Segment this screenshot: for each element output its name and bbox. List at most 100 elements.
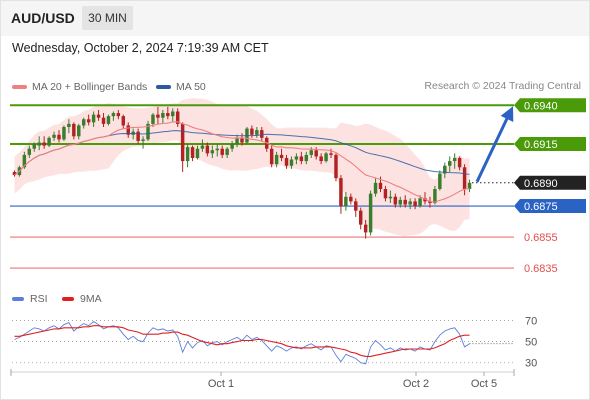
- candle: [433, 185, 437, 205]
- candle: [136, 128, 140, 145]
- candle-body: [368, 193, 373, 233]
- candle: [205, 142, 210, 157]
- candle: [12, 170, 17, 177]
- ma50-label: MA 50: [176, 81, 206, 93]
- candle-body: [408, 201, 412, 205]
- x-tick-label: Oct 2: [403, 378, 429, 390]
- level-label: 0.6835: [524, 263, 558, 275]
- candle-body: [294, 156, 299, 160]
- candle-body: [106, 116, 111, 124]
- candle: [151, 113, 155, 127]
- candle-body: [57, 134, 61, 140]
- candle-body: [250, 128, 254, 135]
- candle-body: [47, 137, 51, 146]
- candle: [299, 151, 304, 165]
- candle: [111, 111, 116, 121]
- candle-body: [220, 148, 224, 155]
- candle-body: [403, 199, 407, 205]
- candle-body: [185, 147, 190, 162]
- candle-body: [116, 113, 121, 117]
- candle: [156, 106, 160, 124]
- candle: [200, 139, 205, 152]
- level-label-text: 0.6835: [524, 263, 558, 275]
- candle-body: [433, 189, 437, 203]
- candle-body: [171, 111, 175, 117]
- candle-body: [146, 123, 150, 140]
- candle-body: [438, 173, 442, 189]
- candle: [230, 140, 234, 152]
- candle-body: [126, 125, 130, 135]
- candle-body: [448, 161, 452, 166]
- candle: [279, 148, 284, 162]
- candle: [358, 207, 363, 230]
- candle: [403, 195, 407, 208]
- rsi-label: RSI: [30, 293, 48, 305]
- candle-body: [166, 113, 170, 117]
- candle-body: [467, 182, 472, 189]
- interval-button[interactable]: 30 MIN: [82, 6, 133, 30]
- candle-body: [284, 158, 289, 166]
- candle: [47, 136, 51, 148]
- candle-body: [452, 158, 457, 162]
- candle-body: [393, 196, 398, 205]
- candle-body: [22, 154, 27, 168]
- rsi-tick-label: 30: [525, 358, 537, 370]
- candle-body: [62, 127, 66, 140]
- candle-body: [329, 153, 333, 155]
- rsi-tick-label: 70: [525, 315, 537, 327]
- candle-body: [77, 125, 81, 137]
- candle: [126, 122, 130, 138]
- candle: [467, 179, 472, 193]
- level-label-text: 0.6855: [524, 232, 558, 244]
- candle: [354, 198, 358, 217]
- candle-body: [462, 167, 467, 189]
- datetime-label: Wednesday, October 2, 2024 7:19:39 AM CE…: [12, 41, 269, 55]
- candle: [77, 123, 81, 140]
- candle: [388, 190, 393, 203]
- candle: [210, 145, 215, 158]
- candle-body: [240, 137, 244, 143]
- candle-body: [156, 114, 160, 118]
- candle: [121, 114, 126, 129]
- candle: [27, 145, 32, 158]
- candle-body: [111, 113, 116, 117]
- candle-body: [175, 111, 180, 124]
- candle: [215, 144, 219, 157]
- candle-body: [299, 156, 304, 162]
- candle: [86, 114, 91, 126]
- 9ma-label: 9MA: [80, 293, 102, 305]
- candle-body: [195, 148, 200, 158]
- candle: [344, 192, 348, 211]
- candle-body: [52, 134, 56, 138]
- legend-ma50: MA 50: [156, 80, 206, 94]
- candle: [195, 145, 200, 160]
- candle: [462, 164, 467, 196]
- candle-body: [260, 130, 264, 138]
- level-label-tag: [514, 98, 586, 113]
- candle: [116, 109, 121, 120]
- candle: [235, 134, 239, 148]
- candle: [96, 109, 101, 121]
- candle-body: [457, 158, 462, 168]
- candle: [190, 145, 195, 162]
- candle: [67, 119, 71, 134]
- candle-body: [101, 117, 106, 124]
- candle-body: [161, 113, 165, 118]
- legend-9ma: 9MA: [62, 293, 102, 305]
- candle: [32, 142, 36, 152]
- level-label: 0.6915: [514, 137, 586, 152]
- candle-body: [121, 116, 126, 126]
- candle: [141, 136, 145, 149]
- candle: [161, 109, 165, 124]
- candle-body: [255, 130, 259, 135]
- candle: [225, 147, 229, 158]
- candle: [413, 198, 417, 210]
- legend-rsi: RSI: [12, 293, 48, 305]
- ma20-swatch: [12, 85, 27, 90]
- candle: [457, 156, 462, 171]
- target-arrow-shaft: [475, 113, 511, 183]
- candle: [72, 122, 76, 140]
- candle: [52, 131, 56, 141]
- candle-body: [200, 145, 205, 149]
